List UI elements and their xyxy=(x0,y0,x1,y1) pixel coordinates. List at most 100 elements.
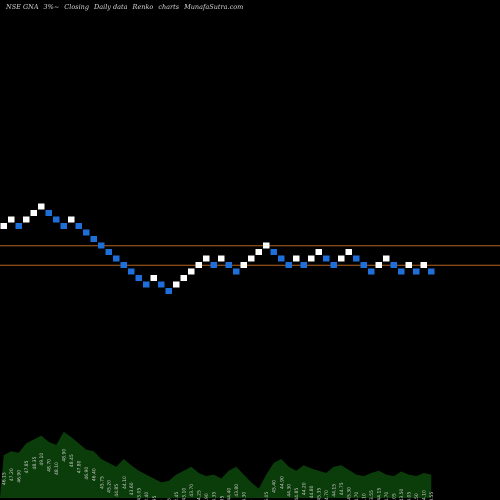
renko-brick xyxy=(300,262,307,268)
volume-label: 43.80 xyxy=(234,484,240,497)
renko-brick xyxy=(128,268,135,275)
volume-label: 45.20 xyxy=(107,480,113,493)
renko-brick xyxy=(263,242,270,249)
renko-brick xyxy=(105,249,112,255)
renko-brick xyxy=(53,216,60,223)
renko-brick xyxy=(308,255,315,262)
volume-label: 45.75 xyxy=(99,476,105,489)
renko-brick xyxy=(225,262,232,268)
renko-brick xyxy=(383,255,390,262)
renko-brick xyxy=(98,242,105,249)
volume-label: 46.90 xyxy=(17,470,23,483)
renko-brick xyxy=(345,249,352,255)
volume-label: 43.60 xyxy=(129,482,135,495)
renko-brick xyxy=(233,268,240,275)
renko-brick xyxy=(165,288,172,294)
renko-brick xyxy=(360,262,367,268)
volume-label: 46.05 xyxy=(264,492,270,500)
renko-brick xyxy=(68,216,75,223)
volume-label: 44.70 xyxy=(354,492,360,500)
volume-label: 43.55 xyxy=(429,492,435,500)
volume-label: 44.95 xyxy=(219,495,225,500)
renko-brick xyxy=(23,216,30,223)
volume-label: 44.05 xyxy=(392,493,398,500)
renko-bricks xyxy=(0,203,435,294)
volume-label: 48.70 xyxy=(47,459,53,472)
volume-label: 44.10 xyxy=(422,490,428,500)
volume-label: 44.15 xyxy=(332,484,338,497)
renko-brick xyxy=(150,275,157,281)
renko-brick xyxy=(75,223,82,229)
renko-brick xyxy=(90,236,97,242)
renko-brick xyxy=(158,281,165,288)
volume-label: 42.40 xyxy=(144,492,150,500)
volume-label: 45.35 xyxy=(317,488,323,500)
volume-label: 44.75 xyxy=(339,482,345,495)
volume-label: 44.85 xyxy=(114,484,120,497)
volume-label: 44.15 xyxy=(377,488,383,500)
volume-label: 43.10 xyxy=(182,488,188,500)
ticker-label: NSE GNA xyxy=(6,3,39,11)
volume-label: 44.30 xyxy=(287,484,293,497)
volume-label: 44.70 xyxy=(324,490,330,500)
volume-label: 44.90 xyxy=(279,476,285,489)
renko-brick xyxy=(0,223,7,229)
volume-label: 48.35 xyxy=(32,456,38,469)
renko-brick xyxy=(8,216,15,223)
volume-label: 44.10 xyxy=(362,493,368,500)
level-lines xyxy=(0,245,500,266)
volume-label: 43.55 xyxy=(369,490,375,500)
renko-brick xyxy=(188,268,195,275)
renko-brick xyxy=(255,249,262,255)
volume-label: 48.45 xyxy=(69,454,75,467)
volume-label: 44.10 xyxy=(122,476,128,489)
volume-label: 44.20 xyxy=(302,482,308,495)
renko-brick xyxy=(113,255,120,262)
volume-label: 44.80 xyxy=(309,485,315,498)
volume-label: 44.25 xyxy=(197,490,203,500)
volume-label: 44.30 xyxy=(242,492,248,500)
volume-label: 47.20 xyxy=(9,468,15,481)
volume-label: 45.30 xyxy=(347,487,353,500)
renko-brick xyxy=(15,223,22,229)
renko-brick xyxy=(270,249,277,255)
charts-label: charts xyxy=(158,3,180,11)
renko-brick xyxy=(45,210,52,216)
renko-brick xyxy=(413,268,420,275)
renko-brick xyxy=(248,255,255,262)
renko-brick xyxy=(285,262,292,268)
renko-brick xyxy=(210,262,217,268)
daily-data-label: Daily data xyxy=(94,3,128,11)
volume-label: 42.95 xyxy=(152,495,158,500)
volume-label: 47.80 xyxy=(77,460,83,473)
renko-brick xyxy=(135,275,142,281)
volume-label: 44.85 xyxy=(294,488,300,500)
renko-brick xyxy=(428,268,435,275)
renko-label: Renko xyxy=(132,3,154,11)
volume-label: 46.90 xyxy=(84,467,90,480)
renko-brick xyxy=(195,262,202,268)
renko-brick xyxy=(375,262,382,268)
renko-brick xyxy=(240,262,247,268)
renko-brick xyxy=(38,203,45,210)
renko-brick xyxy=(368,268,375,275)
renko-brick xyxy=(405,262,412,268)
volume-label: 43.50 xyxy=(414,493,420,500)
volume-label: 43.05 xyxy=(137,488,143,500)
volume-label: 47.85 xyxy=(24,460,30,473)
volume-label: 45.40 xyxy=(272,480,278,493)
volume-label: 42.45 xyxy=(174,492,180,500)
volume-label: 49.10 xyxy=(39,453,45,466)
volume-label: 44.05 xyxy=(407,492,413,500)
renko-brick xyxy=(338,255,345,262)
renko-brick xyxy=(353,255,360,262)
change-label: 3%~ xyxy=(43,3,60,11)
renko-brick xyxy=(390,262,397,268)
renko-brick xyxy=(293,255,300,262)
site-label: MunafaSutra.com xyxy=(184,3,244,11)
volume-label: 43.50 xyxy=(399,488,405,500)
volume-label: 41.85 xyxy=(167,498,173,500)
volume-label: 44.35 xyxy=(212,492,218,500)
